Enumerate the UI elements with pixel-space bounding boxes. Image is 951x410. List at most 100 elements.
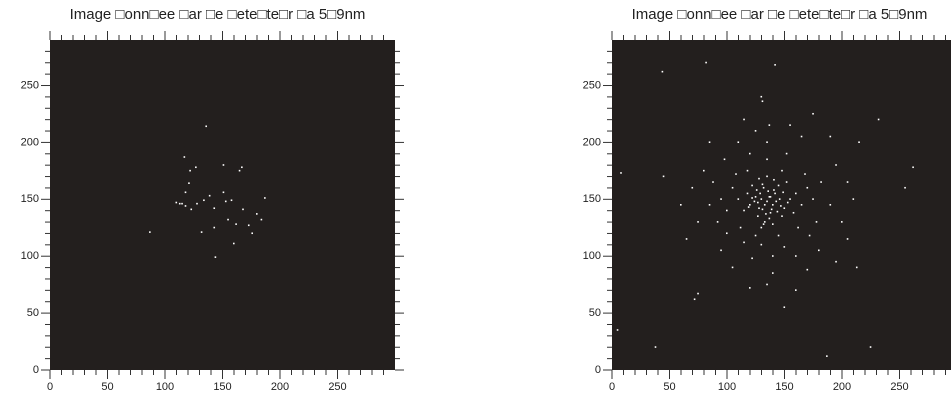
point [264, 197, 266, 199]
point [743, 241, 745, 244]
point [230, 199, 233, 202]
point [904, 186, 906, 189]
point [680, 204, 682, 206]
point [785, 152, 788, 155]
point [829, 135, 832, 138]
point [789, 198, 791, 200]
point [691, 186, 694, 189]
point [781, 169, 783, 172]
point [855, 266, 858, 269]
point [760, 226, 763, 229]
point [785, 181, 788, 183]
y-tick-label: 250 [21, 79, 39, 91]
point [772, 223, 774, 225]
point [761, 183, 764, 186]
point [766, 283, 768, 286]
point [763, 221, 766, 223]
y-tick-label: 200 [583, 136, 601, 148]
point [697, 221, 699, 223]
point [241, 166, 243, 169]
point [789, 124, 791, 126]
point [835, 260, 837, 263]
point [762, 223, 765, 225]
point [755, 189, 758, 191]
point [184, 191, 187, 194]
x-tick-label: 250 [328, 381, 346, 393]
x-tick-label: 0 [47, 381, 53, 393]
point [708, 141, 711, 144]
point [751, 257, 753, 260]
point [214, 256, 217, 258]
point [812, 112, 814, 115]
point [852, 198, 855, 200]
point [747, 206, 750, 208]
point [800, 204, 803, 206]
x-tick-label: 150 [775, 381, 793, 393]
point [238, 169, 241, 172]
point [693, 298, 696, 301]
point [800, 135, 803, 138]
point [758, 207, 760, 210]
point [654, 346, 657, 348]
point [751, 184, 753, 187]
point [224, 200, 227, 203]
point [753, 200, 756, 203]
point [757, 215, 759, 217]
point [772, 255, 774, 257]
point [743, 118, 745, 121]
point [769, 211, 772, 214]
point [775, 200, 778, 203]
point [184, 205, 187, 207]
point [149, 231, 151, 233]
point [912, 166, 914, 169]
point [804, 173, 806, 175]
y-tick-label: 100 [583, 250, 601, 262]
point [200, 231, 203, 233]
point [235, 223, 237, 225]
point [773, 189, 775, 191]
point [761, 100, 764, 103]
point [256, 213, 258, 215]
y-tick-label: 50 [27, 307, 39, 319]
point [774, 64, 776, 66]
point [705, 61, 707, 64]
point [188, 182, 190, 184]
point [826, 355, 828, 357]
point [818, 249, 820, 252]
point [777, 184, 780, 187]
point [768, 217, 771, 220]
point [731, 186, 734, 189]
point [227, 218, 229, 221]
point [774, 192, 776, 195]
point [723, 158, 726, 161]
point [233, 242, 235, 245]
point [749, 204, 751, 206]
point [792, 211, 795, 214]
point [780, 205, 782, 207]
point [746, 192, 749, 195]
x-tick-label: 50 [663, 381, 675, 393]
x-tick-label: 150 [213, 381, 231, 393]
point [720, 249, 722, 252]
point [222, 164, 225, 166]
point [762, 186, 765, 189]
point [749, 152, 751, 155]
point [735, 173, 737, 175]
point [260, 218, 263, 221]
point [708, 204, 711, 206]
point [726, 209, 728, 212]
point [766, 141, 768, 144]
point [213, 207, 216, 210]
point [737, 198, 740, 200]
point [712, 181, 714, 183]
point [765, 213, 767, 215]
point [795, 289, 797, 291]
point [751, 197, 753, 199]
point [731, 266, 734, 269]
point [820, 181, 822, 183]
point [620, 172, 622, 174]
point [795, 255, 797, 257]
chart-title: Image □onn□ee □ar □e □ete□te□r □a 5□9nm [70, 6, 366, 23]
x-tick-label: 100 [718, 381, 736, 393]
point [247, 224, 250, 227]
